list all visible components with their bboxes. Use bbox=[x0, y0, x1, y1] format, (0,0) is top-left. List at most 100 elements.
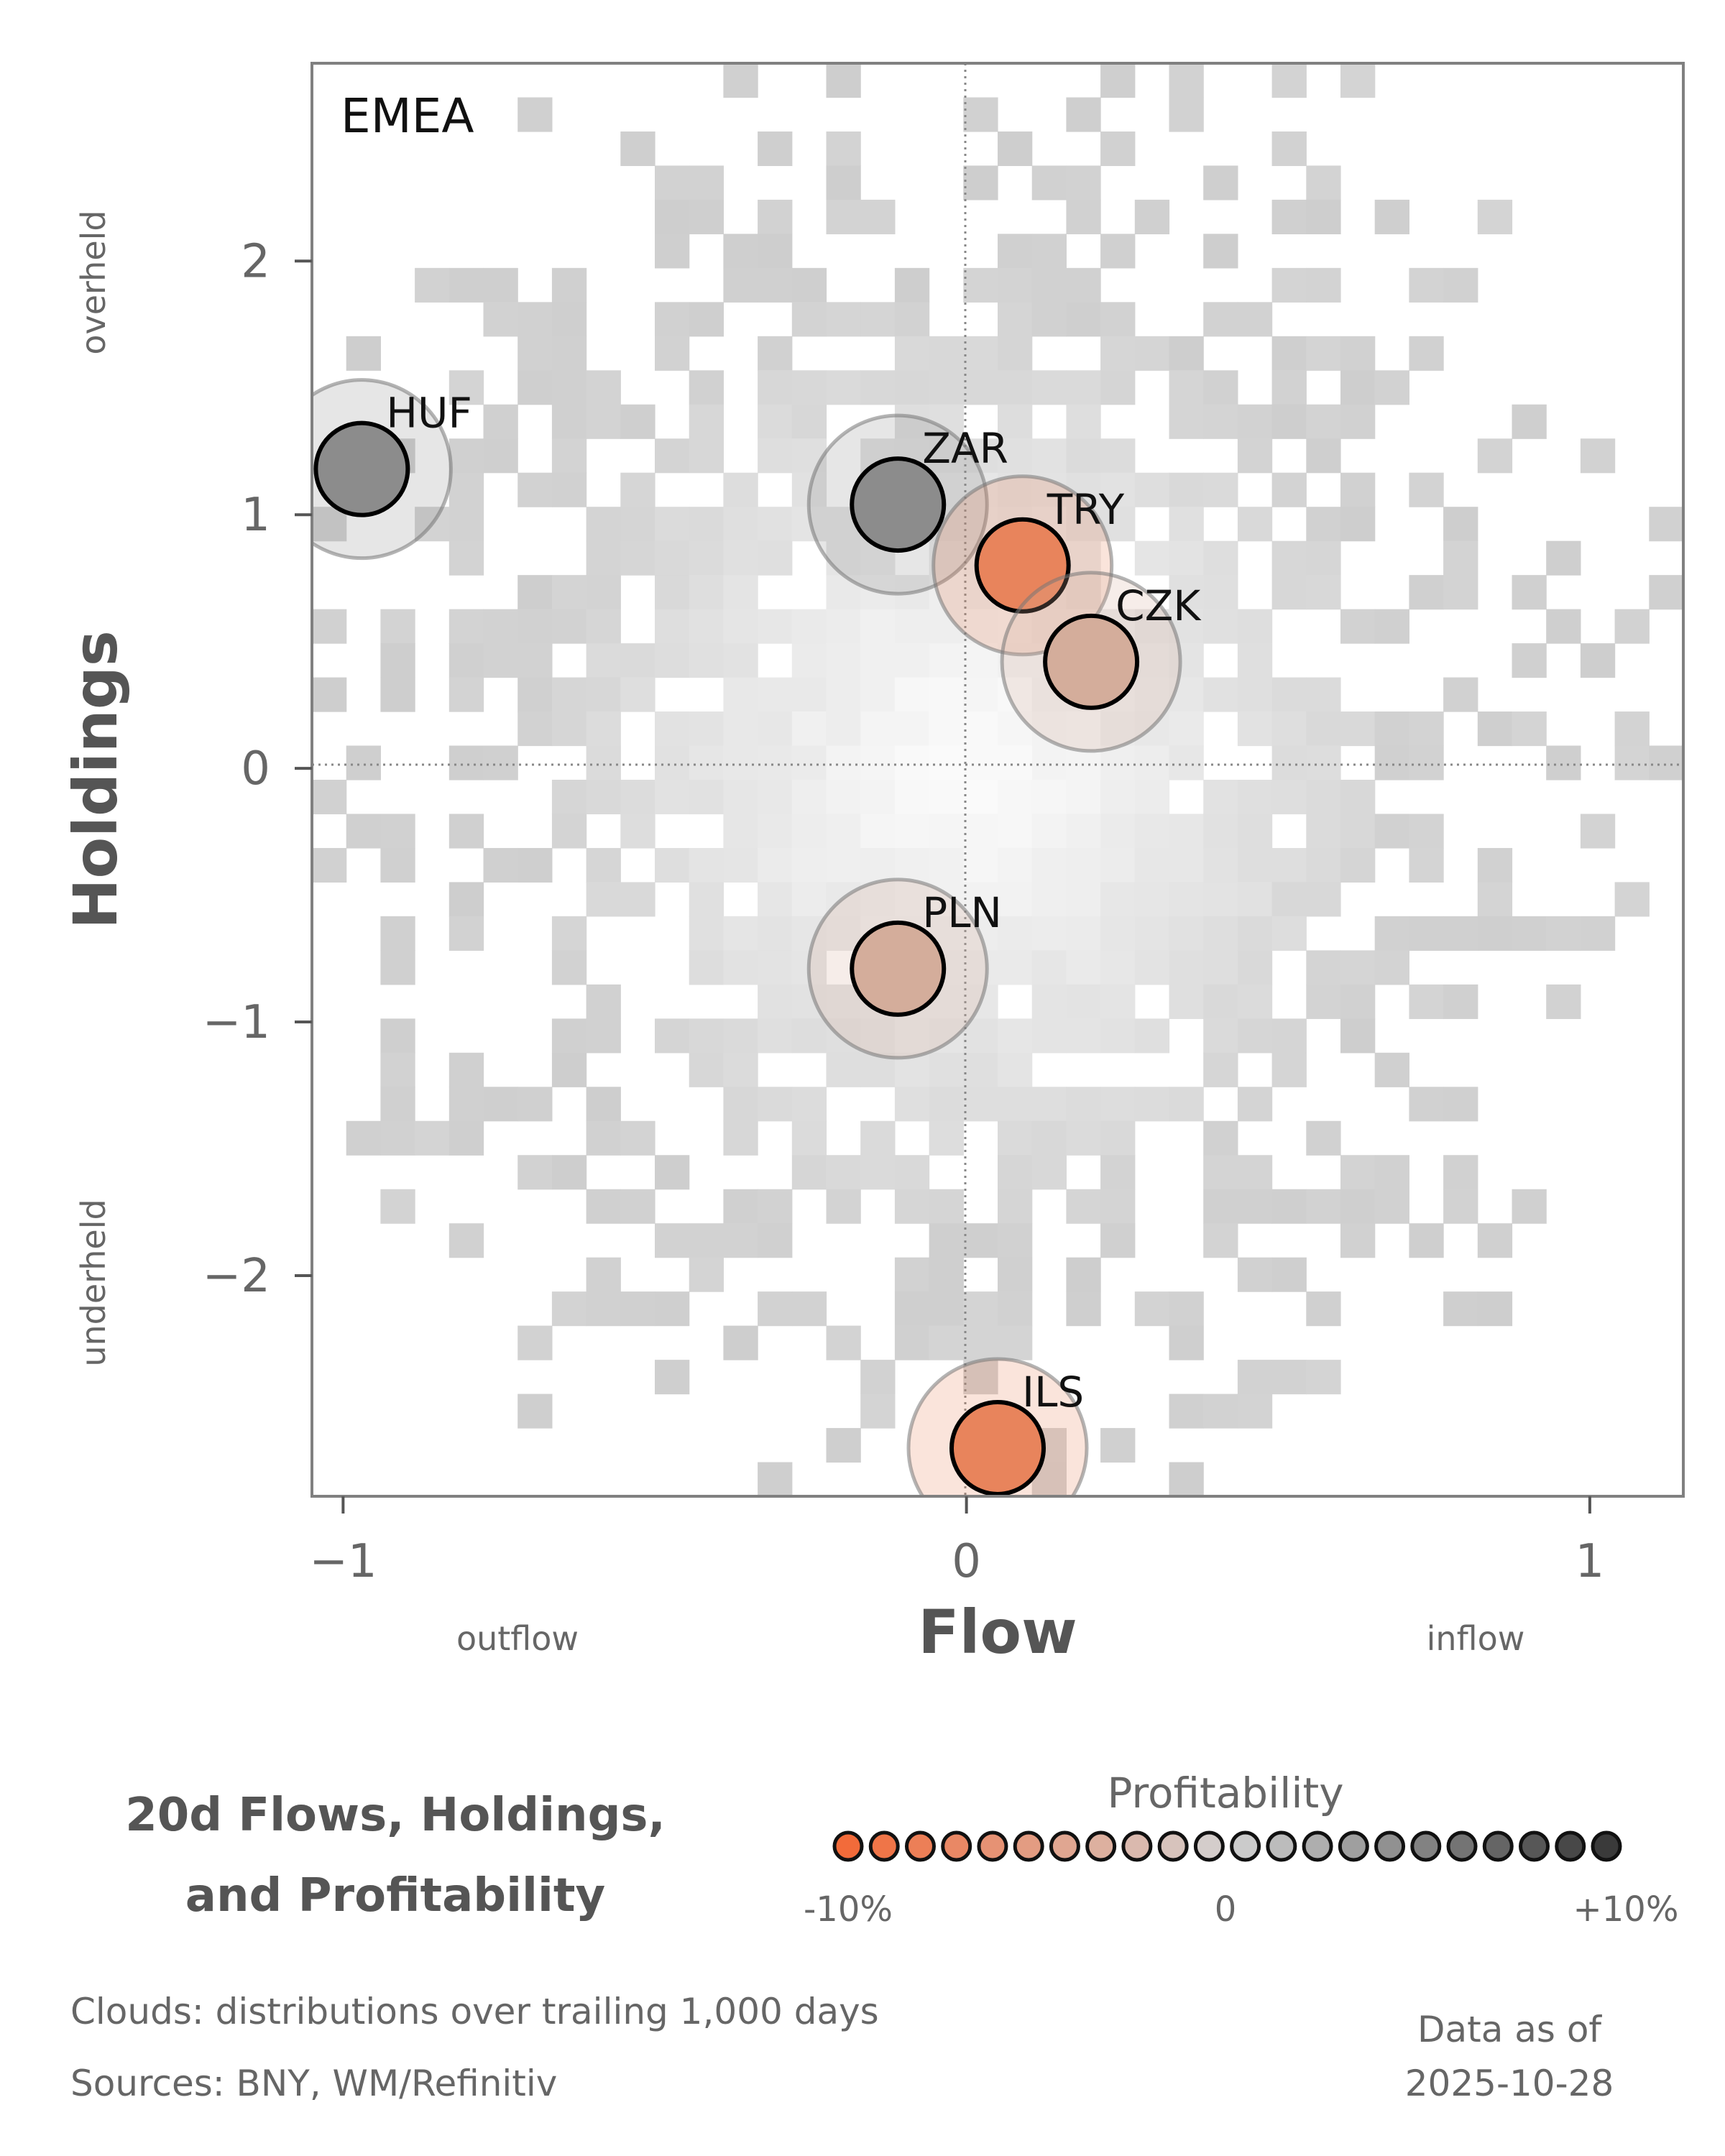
cloud-cell bbox=[1237, 1257, 1273, 1292]
cloud-cell bbox=[551, 472, 587, 507]
cloud-cell bbox=[1374, 711, 1409, 747]
cloud-cell bbox=[998, 1325, 1033, 1360]
cloud-cell bbox=[551, 1291, 587, 1327]
cloud-cell bbox=[1169, 1325, 1204, 1360]
cloud-cell bbox=[998, 1189, 1033, 1224]
cloud-cell bbox=[1100, 1087, 1136, 1122]
cloud-cell bbox=[1100, 1428, 1136, 1463]
cloud-cell bbox=[1546, 540, 1581, 576]
cloud-cell bbox=[551, 370, 587, 405]
cloud-cell bbox=[1134, 643, 1170, 678]
cloud-cell bbox=[1409, 336, 1444, 371]
cloud-cell bbox=[826, 677, 861, 712]
cloud-cell bbox=[1580, 438, 1616, 474]
cloud-cell bbox=[929, 847, 964, 883]
cloud-cell bbox=[723, 1325, 758, 1360]
cloud-cell bbox=[1031, 438, 1067, 474]
cloud-cell bbox=[1237, 950, 1273, 985]
cloud-cell bbox=[1477, 199, 1513, 234]
cloud-cell bbox=[483, 438, 518, 474]
cloud-cell bbox=[380, 643, 415, 678]
colorbar-dot bbox=[1266, 1830, 1297, 1862]
cloud-cell bbox=[963, 472, 998, 507]
cloud-cell bbox=[860, 199, 896, 234]
cloud-cell bbox=[791, 404, 827, 439]
cloud-cell bbox=[1237, 882, 1273, 917]
cloud-cell bbox=[998, 745, 1033, 780]
cloud-cell bbox=[1409, 984, 1444, 1019]
cloud-cell bbox=[1237, 1393, 1273, 1429]
cloud-cell bbox=[1649, 745, 1683, 780]
data-point bbox=[974, 517, 1071, 614]
cloud-cell bbox=[620, 404, 656, 439]
colorbar-dot bbox=[1555, 1830, 1586, 1862]
cloud-cell bbox=[1443, 540, 1478, 576]
cloud-cell bbox=[723, 267, 758, 303]
cloud-cell bbox=[929, 780, 964, 815]
colorbar-title: Profitability bbox=[1107, 1769, 1343, 1818]
cloud-cell bbox=[312, 847, 347, 883]
cloud-cell bbox=[826, 916, 861, 951]
cloud-cell bbox=[758, 1018, 793, 1054]
colorbar-min-label: -10% bbox=[804, 1889, 893, 1930]
cloud-cell bbox=[963, 1223, 998, 1258]
chart-title-line-1: 20d Flows, Holdings, bbox=[125, 1789, 666, 1842]
cloud-cell bbox=[1169, 1291, 1204, 1327]
cloud-cell bbox=[1477, 1223, 1513, 1258]
colorbar-max-label: +10% bbox=[1573, 1889, 1679, 1930]
cloud-cell bbox=[1169, 507, 1204, 542]
point-label: TRY bbox=[1046, 485, 1125, 534]
cloud-cell bbox=[963, 677, 998, 712]
plot-frame bbox=[310, 62, 1685, 1498]
cloud-cell bbox=[415, 1120, 450, 1156]
cloud-cell bbox=[723, 575, 758, 610]
cloud-cell bbox=[586, 507, 621, 542]
cloud-cell bbox=[1340, 404, 1376, 439]
cloud-cell bbox=[1203, 1018, 1238, 1054]
cloud-cell bbox=[1169, 711, 1204, 747]
cloud-cell bbox=[929, 1052, 964, 1087]
cloud-cell bbox=[551, 711, 587, 747]
cloud-cell bbox=[1031, 1155, 1067, 1190]
cloud-cell bbox=[1066, 1120, 1101, 1156]
cloud-cell bbox=[1340, 472, 1376, 507]
cloud-cell bbox=[1306, 780, 1341, 815]
cloud-cell bbox=[998, 780, 1033, 815]
cloud-cell bbox=[826, 1052, 861, 1087]
cloud-cell bbox=[1306, 950, 1341, 985]
cloud-cell bbox=[655, 609, 690, 644]
cloud-cell bbox=[894, 1155, 930, 1190]
cloud-cell bbox=[1271, 472, 1307, 507]
cloud-cell bbox=[346, 1120, 381, 1156]
cloud-cell bbox=[1031, 780, 1067, 815]
cloud-cell bbox=[1512, 404, 1547, 439]
cloud-cell bbox=[415, 267, 450, 303]
cloud-cell bbox=[758, 199, 793, 234]
cloud-cell bbox=[1271, 370, 1307, 405]
cloud-cell bbox=[929, 1325, 964, 1360]
cloud-cell bbox=[963, 165, 998, 201]
cloud-cell bbox=[963, 97, 998, 132]
cloud-cell bbox=[826, 711, 861, 747]
cloud-cell bbox=[791, 1018, 827, 1054]
cloud-cell bbox=[1134, 609, 1170, 644]
cloud-cell bbox=[894, 711, 930, 747]
cloud-cell bbox=[586, 1018, 621, 1054]
colorbar-dot bbox=[1085, 1830, 1117, 1862]
cloud-cell bbox=[723, 1087, 758, 1122]
cloud-cell bbox=[1271, 63, 1307, 98]
cloud-cell bbox=[1340, 780, 1376, 815]
cloud-cell bbox=[791, 745, 827, 780]
cloud-cell bbox=[1203, 540, 1238, 576]
cloud-cell bbox=[1237, 1155, 1273, 1190]
cloud-cell bbox=[620, 814, 656, 849]
cloud-cell bbox=[1203, 1393, 1238, 1429]
cloud-cell bbox=[1546, 609, 1581, 644]
cloud-cell bbox=[723, 745, 758, 780]
cloud-cell bbox=[1066, 97, 1101, 132]
cloud-cell bbox=[998, 234, 1033, 269]
cloud-cell bbox=[1443, 507, 1478, 542]
cloud-cell bbox=[1134, 540, 1170, 576]
cloud-cell bbox=[894, 404, 930, 439]
